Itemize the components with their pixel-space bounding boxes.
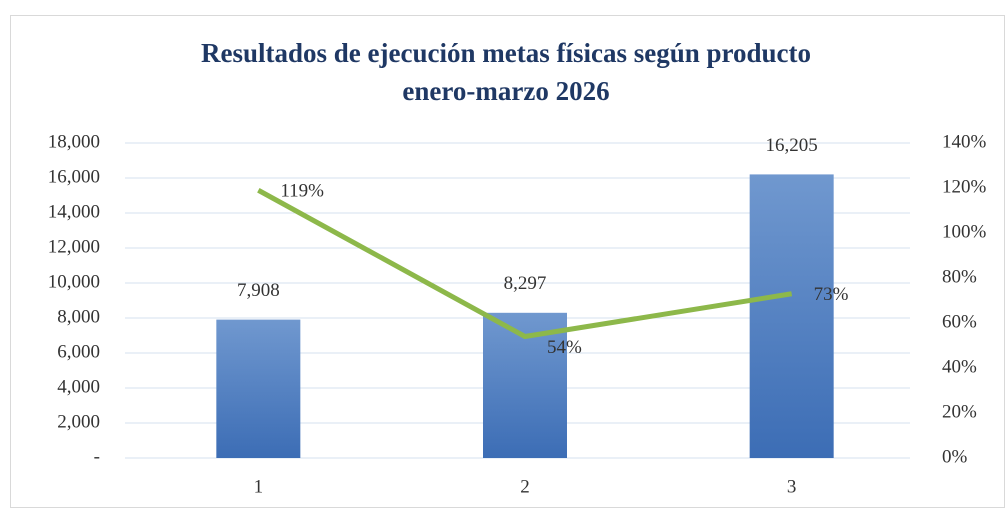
y-tick-label: 14,000 bbox=[48, 201, 100, 222]
bar bbox=[216, 319, 301, 458]
chart-title: enero-marzo 2026 bbox=[402, 76, 609, 106]
line bbox=[257, 188, 793, 339]
data-label: 8,297 bbox=[504, 273, 547, 294]
y-tick-label: - bbox=[94, 446, 100, 467]
y-tick-label: 10,000 bbox=[48, 271, 100, 292]
y2-tick-label: 20% bbox=[942, 401, 977, 422]
y-tick-label: 6,000 bbox=[57, 341, 100, 362]
y-tick-label: 8,000 bbox=[57, 306, 100, 327]
y2-tick-label: 140% bbox=[942, 131, 987, 152]
y2-tick-label: 80% bbox=[942, 266, 977, 287]
x-tick-label: 3 bbox=[787, 476, 797, 497]
data-label: 54% bbox=[547, 337, 582, 358]
y-tick-label: 12,000 bbox=[48, 236, 100, 257]
y2-tick-label: 0% bbox=[942, 446, 968, 467]
y2-tick-label: 120% bbox=[942, 176, 987, 197]
data-label: 73% bbox=[814, 284, 849, 305]
data-label: 16,205 bbox=[766, 135, 818, 156]
x-tick-label: 1 bbox=[254, 476, 264, 497]
bar bbox=[749, 174, 834, 458]
y-tick-label: 2,000 bbox=[57, 411, 100, 432]
y-tick-label: 18,000 bbox=[48, 131, 100, 152]
data-label: 7,908 bbox=[237, 280, 280, 301]
x-tick-label: 2 bbox=[520, 476, 530, 497]
y-tick-label: 16,000 bbox=[48, 166, 100, 187]
y2-tick-label: 60% bbox=[942, 311, 977, 332]
y2-tick-label: 100% bbox=[942, 221, 987, 242]
y2-tick-label: 40% bbox=[942, 356, 977, 377]
chart-title: Resultados de ejecución metas físicas se… bbox=[201, 38, 811, 68]
y-tick-label: 4,000 bbox=[57, 376, 100, 397]
data-label: 119% bbox=[280, 181, 324, 202]
